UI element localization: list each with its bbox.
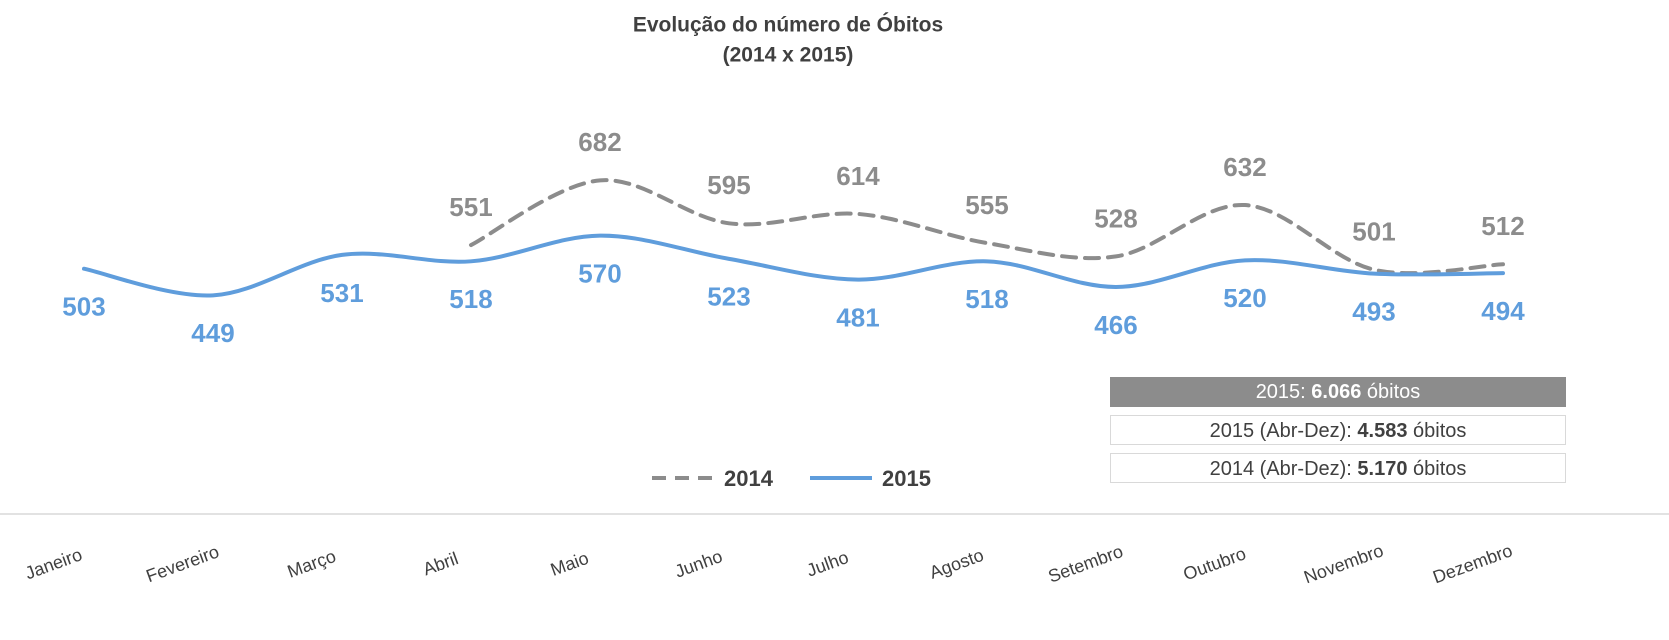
- x-tick-label: Janeiro: [22, 544, 84, 583]
- data-label: 523: [707, 282, 750, 312]
- x-tick-label: Abril: [420, 548, 461, 579]
- chart-title: Evolução do número de Óbitos: [633, 13, 943, 37]
- data-label: 531: [320, 278, 363, 308]
- data-label: 501: [1352, 217, 1395, 247]
- summary-box: 2015 (Abr-Dez): 4.583 óbitos: [1110, 415, 1566, 445]
- series-line: [469, 178, 1505, 276]
- data-label: 512: [1481, 211, 1524, 241]
- data-label: 551: [449, 192, 492, 222]
- summary-value: 4.583: [1357, 420, 1408, 442]
- chart-subtitle: (2014 x 2015): [723, 44, 854, 67]
- data-label: 494: [1481, 296, 1525, 326]
- x-tick-label: Março: [285, 546, 339, 582]
- data-label: 466: [1094, 310, 1137, 340]
- data-label: 555: [965, 190, 1008, 220]
- x-tick-label: Maio: [548, 548, 592, 580]
- data-label: 595: [707, 170, 750, 200]
- data-label: 493: [1352, 297, 1395, 327]
- summary-value: 5.170: [1357, 458, 1408, 480]
- summary-prefix: 2014 (Abr-Dez):: [1209, 458, 1358, 480]
- summary-suffix: óbitos: [1361, 381, 1421, 403]
- data-label: 518: [965, 284, 1008, 314]
- x-tick-label: Novembro: [1301, 540, 1386, 587]
- data-label: 614: [836, 161, 880, 191]
- x-tick-label: Junho: [672, 546, 725, 582]
- summary-box: 2014 (Abr-Dez): 5.170 óbitos: [1110, 453, 1566, 483]
- data-label: 518: [449, 284, 492, 314]
- x-tick-label: Agosto: [927, 545, 987, 583]
- data-label: 632: [1223, 152, 1266, 182]
- summary-suffix: óbitos: [1407, 420, 1467, 442]
- data-label: 481: [836, 302, 879, 332]
- x-tick-label: Outubro: [1181, 543, 1249, 584]
- data-label: 528: [1094, 203, 1137, 233]
- data-label: 503: [62, 292, 105, 322]
- x-tick-label: Setembro: [1045, 541, 1125, 586]
- data-label: 449: [191, 318, 234, 348]
- data-label: 682: [578, 127, 621, 157]
- series-line: [82, 233, 1505, 298]
- summary-box: 2015: 6.066 óbitos: [1110, 377, 1566, 407]
- data-label: 570: [578, 259, 621, 289]
- data-label: 520: [1223, 283, 1266, 313]
- summary-prefix: 2015:: [1255, 381, 1312, 403]
- legend-label: 2015: [882, 466, 931, 491]
- summary-value: 6.066: [1311, 381, 1362, 403]
- x-tick-label: Julho: [804, 547, 851, 581]
- summary-suffix: óbitos: [1407, 458, 1467, 480]
- summary-prefix: 2015 (Abr-Dez):: [1209, 420, 1358, 442]
- legend-label: 2014: [724, 466, 774, 491]
- x-tick-label: Dezembro: [1430, 540, 1515, 587]
- x-tick-label: Fevereiro: [143, 541, 221, 586]
